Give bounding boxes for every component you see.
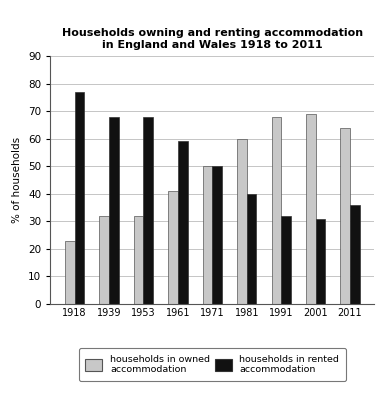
Bar	[65, 241, 74, 304]
Bar	[306, 114, 316, 304]
Bar	[74, 92, 84, 304]
Bar	[109, 117, 119, 304]
Bar	[203, 166, 212, 304]
Bar	[144, 117, 153, 304]
Bar	[134, 216, 144, 304]
Bar	[212, 166, 222, 304]
Legend: households in owned
accommodation, households in rented
accommodation: households in owned accommodation, house…	[79, 348, 346, 381]
Title: Households owning and renting accommodation
in England and Wales 1918 to 2011: Households owning and renting accommodat…	[62, 28, 363, 50]
Bar	[168, 191, 178, 304]
Bar	[271, 117, 281, 304]
Bar	[281, 216, 291, 304]
Y-axis label: % of households: % of households	[12, 137, 22, 223]
Bar	[340, 128, 350, 304]
Bar	[237, 139, 247, 304]
Bar	[99, 216, 109, 304]
Bar	[350, 205, 360, 304]
Bar	[247, 194, 256, 304]
Bar	[316, 218, 325, 304]
Bar	[178, 142, 188, 304]
